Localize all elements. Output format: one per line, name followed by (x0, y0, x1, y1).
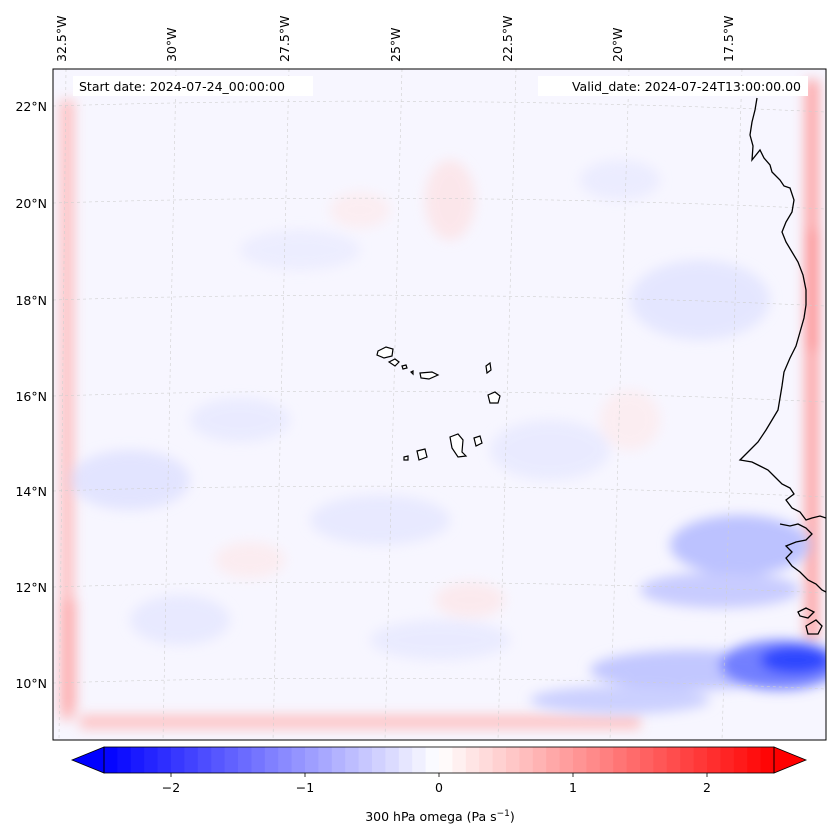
graticule (53, 69, 826, 740)
colorbar-label: 300 hPa omega (Pa s−1) (365, 809, 515, 824)
colorbar-band (238, 747, 252, 773)
lat-label: 12°N (15, 580, 47, 595)
colorbar-band (599, 747, 614, 773)
colorbar-band (559, 747, 574, 773)
colorbar-band (117, 747, 132, 773)
colorbar-tick-label: 1 (569, 780, 577, 795)
colorbar-band (372, 747, 386, 773)
west-african-coastline (738, 97, 826, 635)
colorbar-band (626, 747, 641, 773)
colorbar-band (465, 747, 480, 773)
lat-label: 18°N (15, 293, 47, 308)
lon-label: 17.5°W (721, 16, 736, 62)
colorbar-band (653, 747, 668, 773)
longitude-labels: 32.5°W 30°W 27.5°W 25°W 22.5°W 20°W 17.5… (54, 16, 736, 62)
lat-label: 10°N (15, 676, 47, 691)
colorbar-band (532, 747, 547, 773)
colorbar-band (305, 747, 319, 773)
colorbar-band (144, 747, 158, 773)
colorbar-band (412, 747, 426, 773)
colorbar-band (385, 747, 400, 773)
latitude-labels: 22°N 20°N 18°N 16°N 14°N 12°N 10°N (15, 99, 47, 691)
colorbar-band (693, 747, 708, 773)
colorbar-band (425, 747, 440, 773)
colorbar-band (398, 747, 413, 773)
lon-label: 27.5°W (277, 16, 292, 62)
colorbar-band (452, 747, 467, 773)
lat-label: 22°N (15, 99, 47, 114)
colorbar-band (171, 747, 185, 773)
colorbar-band (479, 747, 493, 773)
colorbar-band (640, 747, 654, 773)
colorbar-band (733, 747, 748, 773)
colorbar-band (358, 747, 373, 773)
colorbar-band (506, 747, 520, 773)
colorbar-band (264, 747, 279, 773)
colorbar-band (157, 747, 172, 773)
colorbar-band (519, 747, 534, 773)
colorbar-band (666, 747, 681, 773)
colorbar-band (104, 747, 118, 773)
valid-date-label: Valid_date: 2024-07-24T13:00:00.00 (572, 79, 801, 94)
colorbar-band (331, 747, 346, 773)
colorbar-band (720, 747, 735, 773)
lon-label: 25°W (388, 27, 403, 62)
colorbar-band (439, 747, 453, 773)
colorbar-band (345, 747, 359, 773)
start-date-label: Start date: 2024-07-24_00:00:00 (79, 79, 285, 94)
lon-label: 32.5°W (54, 16, 69, 62)
colorbar-band (224, 747, 239, 773)
colorbar-band (586, 747, 601, 773)
colorbar-band (707, 747, 721, 773)
colorbar-extend-high (773, 746, 808, 774)
colorbar-band (760, 747, 775, 773)
colorbar-tick-label: −2 (162, 780, 180, 795)
colorbar-tick-label: −1 (296, 780, 314, 795)
lat-label: 14°N (15, 484, 47, 499)
colorbar-band (251, 747, 266, 773)
colorbar-band (130, 747, 145, 773)
colorbar-band (573, 747, 587, 773)
colorbar-tick-label: 2 (703, 780, 711, 795)
lat-label: 16°N (15, 389, 47, 404)
colorbar-band (680, 747, 694, 773)
omega-field (53, 69, 826, 740)
colorbar: −2 −1 0 1 2 300 hPa omega (Pa s−1) (70, 746, 808, 824)
colorbar-band (278, 747, 292, 773)
colorbar-band (197, 747, 212, 773)
colorbar-band (211, 747, 225, 773)
colorbar-band (318, 747, 333, 773)
colorbar-extend-low (70, 746, 105, 774)
colorbar-band (492, 747, 507, 773)
lat-label: 20°N (15, 196, 47, 211)
colorbar-band (747, 747, 761, 773)
cabo-verde-islands (376, 346, 501, 461)
colorbar-band (613, 747, 627, 773)
colorbar-band (184, 747, 199, 773)
lon-label: 22.5°W (500, 16, 515, 62)
colorbar-band (546, 747, 560, 773)
lon-label: 30°W (164, 27, 179, 62)
colorbar-tick-label: 0 (435, 780, 443, 795)
lon-label: 20°W (610, 27, 625, 62)
colorbar-band (291, 747, 306, 773)
